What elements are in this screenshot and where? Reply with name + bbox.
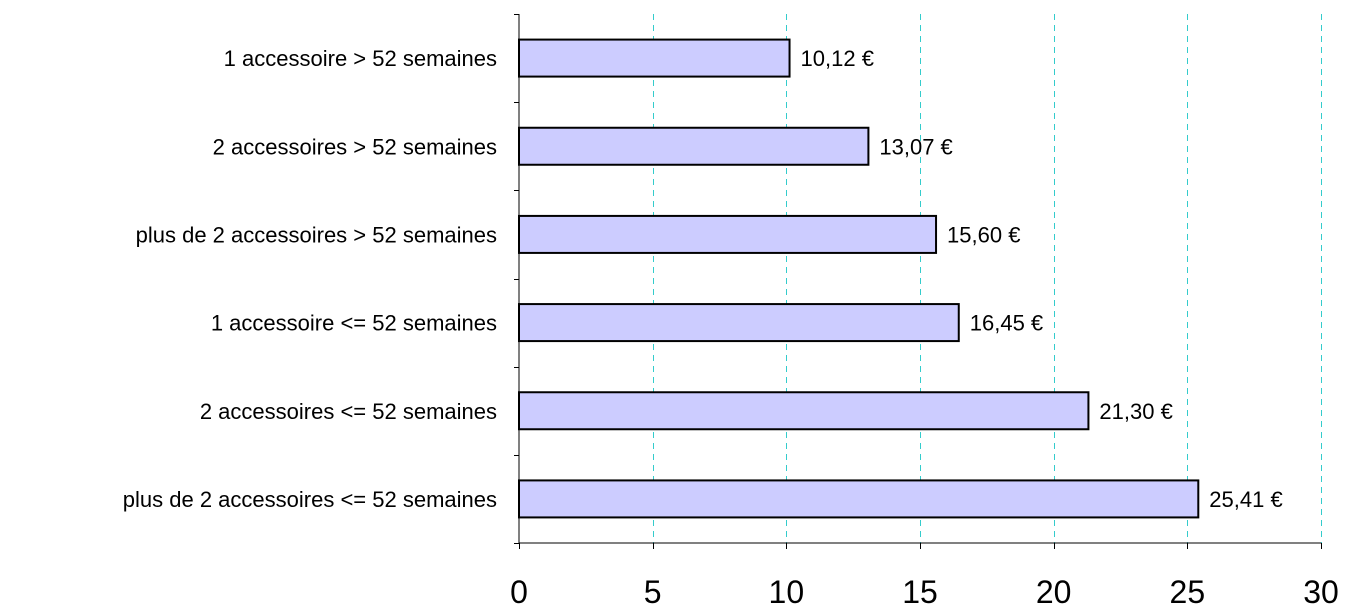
x-tick-label-0: 0: [510, 574, 528, 610]
category-label-5: plus de 2 accessoires <= 52 semaines: [123, 487, 497, 512]
value-label-0: 10,12 €: [801, 46, 874, 71]
x-tick-label-10: 10: [769, 574, 805, 610]
value-label-2: 15,60 €: [947, 222, 1020, 247]
bar-3: [518, 303, 960, 343]
category-label-4: 2 accessoires <= 52 semaines: [200, 399, 497, 424]
category-label-3: 1 accessoire <= 52 semaines: [211, 311, 497, 336]
value-label-3: 16,45 €: [970, 311, 1043, 336]
category-labels: 1 accessoire > 52 semaines 2 accessoires …: [123, 46, 497, 512]
value-label-4: 21,30 €: [1099, 399, 1172, 424]
value-labels: 10,12 € 13,07 € 15,60 € 16,45 € 21,30 € 25,41…: [801, 46, 1283, 512]
gridlines: [653, 14, 1322, 543]
bar-5: [518, 479, 1200, 519]
x-tick-label-15: 15: [902, 574, 938, 610]
bar-0: [518, 38, 791, 78]
category-label-1: 2 accessoires > 52 semaines: [213, 134, 497, 159]
bars: [518, 38, 1200, 519]
category-label-0: 1 accessoire > 52 semaines: [224, 46, 497, 71]
x-tick-labels: 0 5 10 15 20 25 30: [510, 574, 1339, 610]
category-label-2: plus de 2 accessoires > 52 semaines: [136, 222, 497, 247]
bar-2: [518, 214, 938, 254]
x-tick-label-25: 25: [1170, 574, 1206, 610]
value-label-5: 25,41 €: [1209, 487, 1282, 512]
value-label-1: 13,07 €: [879, 134, 952, 159]
axes: [514, 14, 1322, 549]
x-tick-label-30: 30: [1303, 574, 1339, 610]
bar-1: [518, 126, 870, 166]
x-tick-label-20: 20: [1036, 574, 1072, 610]
bar-4: [518, 391, 1090, 431]
x-tick-label-5: 5: [644, 574, 662, 610]
